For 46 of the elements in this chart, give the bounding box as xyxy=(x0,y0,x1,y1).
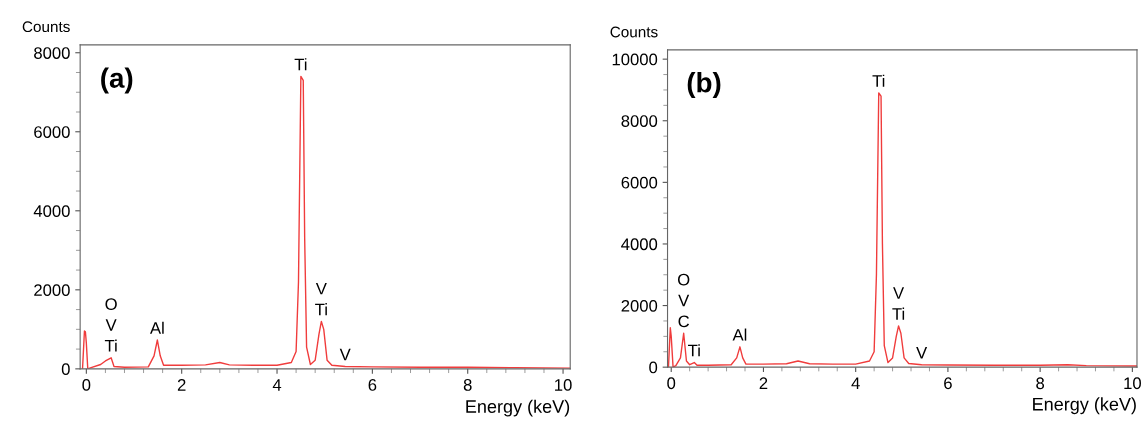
x-axis-title: Energy (keV) xyxy=(1033,397,1136,415)
y-tick-label: 0 xyxy=(61,363,70,376)
text: (b) xyxy=(687,72,721,99)
annotation: Ti xyxy=(688,344,700,357)
annotation: V xyxy=(105,319,117,331)
annotation: Ti xyxy=(104,339,117,352)
annotation: V xyxy=(339,348,351,361)
annotation: V xyxy=(678,294,690,307)
x-tick-label: 0 xyxy=(82,379,91,391)
x-tick-label: 6 xyxy=(368,379,377,391)
annotation: Ti xyxy=(315,303,327,316)
annotation: V xyxy=(893,287,905,299)
y-tick-label: 6000 xyxy=(621,176,658,189)
annotation: Al xyxy=(732,328,747,341)
annotation: Ti xyxy=(294,58,307,71)
y-axis-title: Counts xyxy=(610,26,658,38)
y-axis-title: Counts xyxy=(22,21,70,33)
annotation: O xyxy=(105,298,117,311)
y-tick-label: 4000 xyxy=(621,238,658,251)
y-tick-label: 8000 xyxy=(34,47,70,59)
annotation: V xyxy=(916,347,928,359)
x-tick-label: 2 xyxy=(177,379,186,391)
annotation: V xyxy=(315,282,327,295)
text: (a) xyxy=(101,67,133,94)
y-tick-label: 2000 xyxy=(34,284,70,297)
y-tick-label: 0 xyxy=(649,361,658,374)
x-tick-label: 8 xyxy=(1036,377,1045,390)
x-tick-label: 0 xyxy=(667,377,676,390)
y-tick-label: 10000 xyxy=(612,53,658,66)
x-tick-label: 2 xyxy=(759,377,768,389)
x-tick-label: 10 xyxy=(555,379,572,391)
x-tick-label: 10 xyxy=(1124,377,1141,390)
annotation: Ti xyxy=(892,307,905,320)
y-tick-label: 4000 xyxy=(33,205,70,217)
x-axis-title: Energy (keV) xyxy=(466,399,570,417)
annotation: C xyxy=(678,315,690,328)
y-tick-label: 6000 xyxy=(34,126,70,138)
y-tick-label: 2000 xyxy=(621,299,658,312)
annotation: O xyxy=(677,273,690,286)
x-tick-label: 4 xyxy=(272,379,282,391)
x-tick-label: 4 xyxy=(851,377,860,389)
annotation: Ti xyxy=(872,74,885,87)
x-tick-label: 6 xyxy=(944,377,952,390)
annotation: Al xyxy=(150,321,164,334)
x-tick-label: 8 xyxy=(463,379,472,391)
y-tick-label: 8000 xyxy=(621,115,658,127)
